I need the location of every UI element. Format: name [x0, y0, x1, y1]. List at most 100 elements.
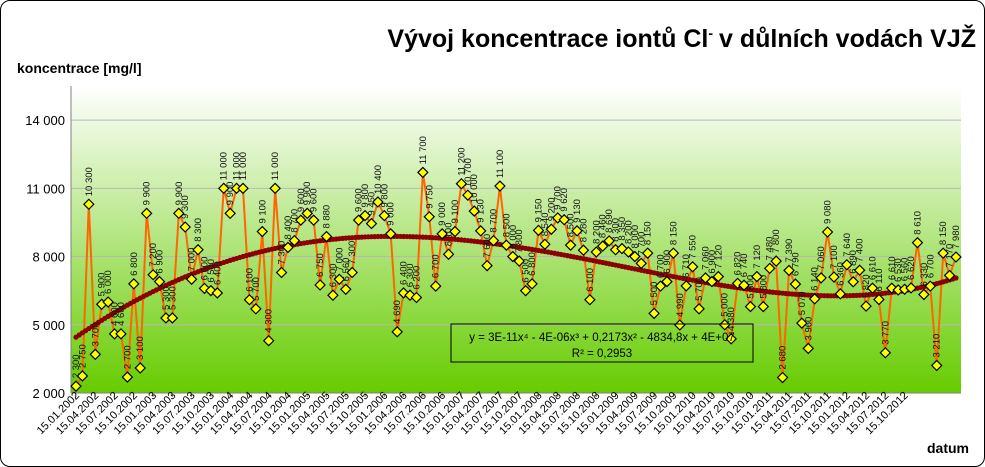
data-point	[172, 207, 185, 220]
data-point	[763, 262, 776, 275]
data-label: 7 480	[765, 237, 776, 261]
data-label: 6 100	[585, 268, 596, 292]
data-label: 9 100	[257, 200, 268, 224]
data-point	[320, 230, 333, 243]
data-point	[796, 317, 808, 329]
data-point	[513, 255, 526, 267]
data-point	[635, 257, 648, 270]
data-point	[860, 300, 872, 312]
data-label: 6 400	[212, 261, 223, 285]
data-label: 9 130	[572, 199, 583, 223]
data-point	[468, 205, 481, 217]
data-point	[641, 247, 654, 259]
data-label: 8 000	[630, 225, 641, 249]
data-point	[853, 264, 866, 276]
data-label: 7 800	[514, 229, 525, 253]
data-label: 7 200	[148, 243, 159, 267]
data-label: 9 900	[302, 182, 313, 206]
data-point	[693, 303, 705, 315]
data-label: 6 710	[681, 254, 692, 278]
data-label: 11 000	[219, 152, 230, 180]
data-label: 4 600	[110, 302, 121, 326]
data-point	[905, 282, 917, 294]
data-label: 6 610	[887, 256, 898, 280]
data-point	[834, 288, 847, 300]
data-point	[269, 182, 281, 195]
data-point	[301, 207, 314, 220]
chart-title-suffix: v důlních vodách VJŽ	[719, 23, 976, 53]
data-label: 7 120	[752, 245, 763, 269]
data-point	[108, 328, 121, 340]
trendline-equation: y = 3E-11x⁴ - 4E-06x³ + 0,2173x² - 4834,…	[469, 332, 735, 344]
data-point	[449, 225, 461, 238]
data-label: 7 550	[688, 235, 699, 259]
data-point	[950, 251, 962, 263]
data-point	[519, 284, 532, 297]
data-label: 9 600	[296, 188, 307, 212]
data-label: 9 620	[559, 188, 570, 212]
data-point	[211, 287, 224, 299]
data-point	[262, 334, 275, 347]
data-point	[339, 283, 352, 296]
data-label: 7 000	[334, 248, 345, 272]
data-label: 6 300	[328, 263, 339, 287]
data-point	[770, 255, 782, 267]
data-point	[596, 240, 609, 252]
data-label: 7 400	[855, 238, 866, 262]
data-label: 6 700	[925, 254, 936, 278]
data-point	[930, 359, 943, 372]
data-label: 5 700	[251, 277, 262, 301]
data-label: 11 200	[456, 147, 467, 175]
data-point	[243, 293, 256, 306]
data-point	[121, 371, 134, 383]
data-label: 9 900	[225, 182, 236, 206]
data-label: 6 300	[405, 263, 416, 287]
data-label: 6 820	[733, 252, 744, 276]
data-point	[545, 223, 558, 236]
data-point	[751, 270, 763, 283]
data-point	[783, 264, 795, 277]
x-axis-label: datum	[927, 440, 969, 456]
data-label: 11 700	[418, 136, 429, 164]
data-label: 8 150	[643, 221, 654, 245]
data-point	[384, 228, 397, 240]
data-point	[571, 225, 583, 237]
data-point	[83, 198, 95, 211]
data-label: 8 880	[322, 205, 333, 229]
data-label: 5 700	[694, 277, 705, 301]
data-point	[937, 247, 949, 259]
data-point	[802, 342, 815, 355]
data-point	[487, 234, 500, 247]
chart-title-main: Vývoj koncentrace iontů Cl	[387, 25, 708, 53]
data-point	[442, 248, 455, 261]
y-axis-label: koncentrace [mg/l]	[17, 60, 141, 76]
data-label: 7 120	[713, 245, 724, 269]
data-label: 6 700	[431, 254, 442, 278]
data-label: 8 350	[617, 217, 628, 241]
data-label: 6 620	[906, 256, 917, 280]
data-point	[185, 273, 198, 286]
data-label: 8 000	[508, 225, 519, 249]
data-label: 10 400	[373, 165, 384, 194]
data-point	[153, 275, 166, 288]
data-label: 8 300	[611, 218, 622, 242]
data-point	[410, 291, 423, 304]
data-point	[526, 278, 538, 290]
data-label: 4 600	[116, 302, 127, 326]
data-point	[911, 236, 924, 249]
data-label: 9 450	[366, 192, 377, 216]
data-point	[359, 209, 371, 222]
y-tick-label: 11 000	[26, 181, 65, 196]
data-point	[365, 217, 378, 230]
data-label: 6 110	[874, 268, 885, 291]
data-label: 3 700	[90, 323, 101, 347]
data-point	[115, 328, 127, 340]
data-point	[256, 225, 269, 238]
data-label: 8 460	[598, 214, 609, 238]
data-point	[558, 213, 570, 226]
data-label: 4 690	[392, 300, 403, 324]
data-label: 8 700	[489, 209, 500, 233]
data-label: 9 080	[823, 200, 834, 224]
data-label: 9 130	[476, 199, 487, 223]
data-label: 9 800	[379, 184, 390, 208]
